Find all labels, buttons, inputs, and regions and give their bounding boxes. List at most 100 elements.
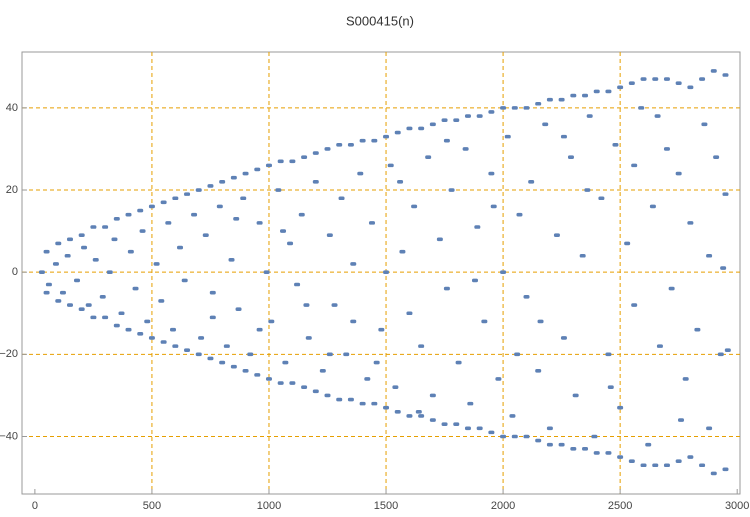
point <box>584 188 591 192</box>
point <box>605 352 612 357</box>
point <box>74 278 81 283</box>
point <box>523 434 530 439</box>
x-tick-label: 1500 <box>374 500 398 512</box>
point <box>265 163 272 168</box>
point <box>38 270 45 274</box>
point <box>216 204 223 209</box>
point <box>443 286 450 291</box>
point <box>52 262 59 266</box>
point <box>560 134 567 139</box>
point <box>406 311 413 316</box>
point <box>582 447 589 451</box>
point <box>537 319 544 324</box>
point <box>240 196 247 201</box>
point <box>195 188 202 192</box>
point <box>631 303 638 307</box>
point <box>181 278 188 283</box>
point <box>415 410 422 414</box>
point <box>720 266 727 270</box>
point <box>663 147 670 151</box>
point <box>558 442 565 447</box>
point <box>418 344 425 348</box>
point <box>682 377 689 381</box>
point <box>612 143 619 147</box>
point <box>706 253 713 258</box>
point <box>263 270 270 274</box>
x-tick-label: 500 <box>143 500 161 512</box>
point <box>546 426 553 431</box>
point <box>92 258 99 262</box>
point <box>631 163 638 168</box>
point <box>368 221 375 225</box>
point <box>235 307 242 311</box>
point <box>523 295 530 299</box>
point <box>338 196 345 201</box>
point <box>535 101 542 106</box>
point <box>254 167 261 172</box>
point <box>275 188 282 192</box>
point <box>184 348 191 353</box>
point <box>359 138 366 143</box>
point <box>148 336 155 340</box>
point <box>207 356 214 361</box>
point <box>172 196 179 201</box>
point <box>301 155 308 159</box>
point <box>511 434 518 439</box>
point <box>535 438 542 443</box>
point <box>687 221 694 225</box>
point <box>429 393 436 398</box>
point <box>373 360 380 365</box>
point <box>675 81 682 86</box>
point <box>560 336 567 340</box>
point <box>312 389 319 394</box>
point <box>326 352 333 357</box>
point <box>652 77 659 81</box>
point <box>394 410 401 414</box>
x-tick-label: 2500 <box>608 500 632 512</box>
point <box>277 381 284 385</box>
point <box>64 253 71 258</box>
point <box>713 155 720 159</box>
point <box>678 418 685 422</box>
point <box>153 262 160 266</box>
point <box>265 377 272 381</box>
point <box>509 414 516 418</box>
point <box>106 270 113 274</box>
point <box>418 414 425 418</box>
point <box>139 229 146 233</box>
point <box>504 134 511 139</box>
point <box>219 360 226 365</box>
point <box>247 352 254 357</box>
y-tick-label: 40 <box>6 102 18 114</box>
point <box>195 352 202 357</box>
point <box>656 344 663 348</box>
point <box>558 97 565 102</box>
point <box>722 73 729 77</box>
point <box>305 336 312 340</box>
point <box>99 295 106 299</box>
point <box>132 286 139 291</box>
point <box>160 200 167 205</box>
point <box>280 229 287 233</box>
point <box>137 331 144 336</box>
point <box>441 118 448 122</box>
point <box>605 89 612 94</box>
point <box>535 368 542 373</box>
point <box>500 434 507 439</box>
point <box>699 77 706 81</box>
point <box>481 319 488 324</box>
chart-title: S000415(n) <box>346 13 414 28</box>
point <box>474 225 481 229</box>
point <box>90 315 97 320</box>
point <box>242 171 249 176</box>
point <box>717 352 724 357</box>
point <box>516 212 523 217</box>
point <box>722 467 729 472</box>
point <box>336 143 343 147</box>
x-tick-label: 0 <box>32 500 38 512</box>
point <box>85 303 92 307</box>
point <box>542 122 549 127</box>
point <box>553 233 560 238</box>
point <box>654 114 661 118</box>
